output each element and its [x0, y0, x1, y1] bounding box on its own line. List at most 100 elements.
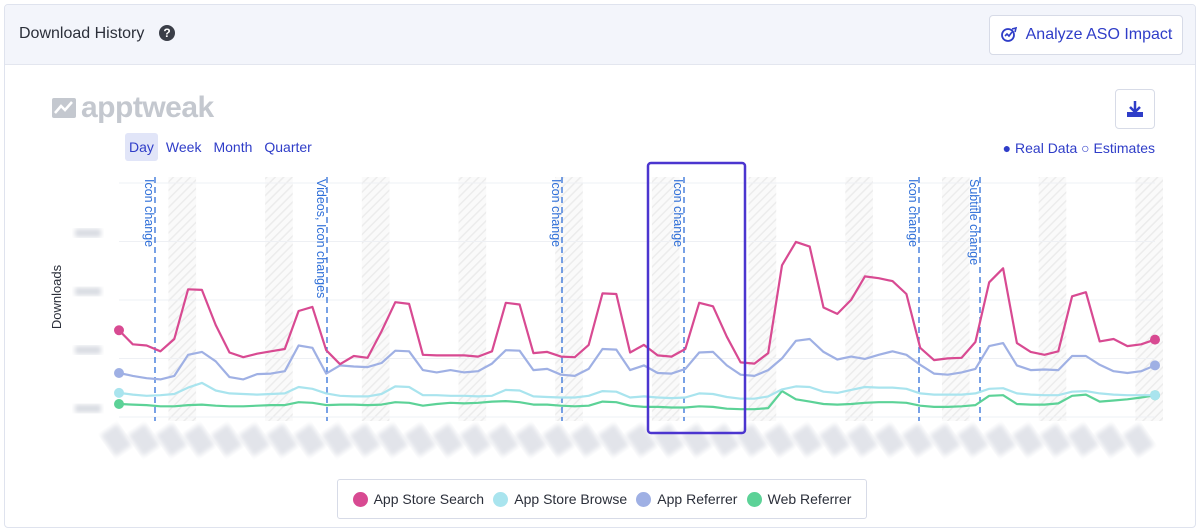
apptweak-logo: apptweak [51, 91, 214, 125]
series-point [1150, 390, 1160, 401]
legend-app-referrer[interactable]: App Referrer [636, 491, 737, 507]
event-annotation: Icon change [906, 179, 920, 247]
tab-week[interactable]: Week [165, 139, 202, 155]
weekend-band [265, 177, 293, 421]
event-annotation: Icon change [549, 179, 563, 247]
y-axis-label: Downloads [49, 264, 64, 329]
legend-dot [636, 491, 652, 507]
logo-text: apptweak [81, 91, 214, 124]
panel-header: Download History ? Analyze ASO Impact [5, 5, 1195, 65]
download-history-panel: Download History ? Analyze ASO Impact ap… [4, 4, 1196, 528]
granularity-tabs: Day Week Month Quarter [125, 133, 316, 161]
highlight-box [646, 161, 747, 435]
blurred-x-tick [432, 423, 464, 457]
estimates-marker: ○ [1081, 140, 1094, 156]
legend-app-store-search[interactable]: App Store Search [352, 491, 485, 507]
blurred-x-tick [542, 423, 574, 457]
event-annotation: Icon change [142, 179, 156, 247]
legend-label: App Referrer [657, 491, 738, 507]
event-annotation: Icon change [671, 179, 685, 247]
blurred-x-tick [1122, 423, 1155, 457]
blurred-x-tick [100, 423, 132, 457]
blurred-x-tick [736, 423, 768, 457]
blurred-y-tick [75, 287, 101, 296]
series-line-app-store-search [118, 240, 1156, 366]
series-point [114, 367, 124, 378]
weekend-band [845, 177, 873, 421]
blurred-y-tick [75, 229, 101, 237]
blurred-x-tick [708, 423, 740, 457]
download-icon [1127, 101, 1143, 117]
blurred-x-tick [155, 423, 188, 457]
question-circle-icon[interactable]: ? [159, 25, 175, 41]
logo-icon [52, 98, 76, 118]
blurred-x-tick [211, 423, 243, 457]
blurred-x-tick [957, 423, 989, 457]
blurred-x-tick [321, 423, 353, 457]
panel-title: Download History [19, 25, 145, 42]
tab-day[interactable]: Day [125, 133, 158, 161]
weekend-band [651, 177, 680, 421]
weekend-band [748, 177, 777, 421]
series-point [1150, 360, 1160, 371]
blurred-x-tick [294, 423, 326, 457]
blurred-x-tick [128, 423, 160, 457]
series-point [114, 325, 124, 336]
blurred-x-tick [487, 423, 519, 457]
blurred-x-tick [459, 423, 492, 457]
blurred-x-tick [929, 423, 961, 457]
weekend-band [555, 177, 583, 421]
legend-dot [352, 491, 368, 507]
blurred-x-tick [984, 423, 1016, 457]
weekend-band [941, 177, 970, 421]
blurred-x-tick [570, 423, 602, 457]
blurred-x-tick [763, 423, 795, 457]
analyze-aso-impact-label: Analyze ASO Impact [1025, 26, 1173, 43]
legend-web-referrer[interactable]: Web Referrer [746, 491, 852, 507]
data-type-legend: ● Real Data ○ Estimates [1003, 140, 1155, 156]
real-data-label: Real Data [1015, 140, 1078, 156]
blurred-x-tick [874, 423, 906, 457]
blurred-x-tick [791, 423, 823, 457]
weekend-band [458, 177, 487, 421]
export-download-button[interactable] [1115, 89, 1155, 129]
blurred-x-tick [376, 423, 409, 457]
series-legend: App Store Search App Store Browse App Refe… [337, 479, 867, 519]
event-annotation: Subtitle change [967, 179, 981, 265]
blurred-x-tick [818, 423, 851, 457]
series-line-app-referrer [118, 337, 1156, 381]
weekend-band [1038, 177, 1067, 421]
blurred-x-tick [183, 423, 215, 457]
estimates-label: Estimates [1093, 140, 1155, 156]
series-line-web-referrer [118, 390, 1156, 411]
real-data-marker: ● [1002, 140, 1016, 156]
blurred-x-tick [846, 423, 878, 457]
blurred-x-tick [625, 423, 657, 457]
series-point [114, 387, 124, 398]
blurred-x-tick [1067, 423, 1099, 457]
tab-quarter[interactable]: Quarter [264, 139, 312, 155]
series-point [1150, 334, 1160, 345]
blurred-y-tick [75, 346, 101, 354]
weekend-band [361, 177, 390, 421]
blurred-x-tick [349, 423, 381, 457]
legend-label: Web Referrer [767, 491, 852, 507]
weekend-band [168, 177, 197, 421]
download-history-chart: Downloads Icon change Videos, Icon changes… [49, 161, 1163, 457]
legend-dot [746, 491, 762, 507]
blurred-x-tick [1095, 423, 1127, 457]
series-line-app-store-browse [118, 381, 1155, 400]
series-point [114, 398, 124, 409]
blurred-x-tick [901, 423, 934, 457]
legend-dot [493, 491, 509, 507]
blurred-x-tick [1039, 423, 1072, 457]
blurred-x-tick [515, 423, 547, 457]
event-annotation: Videos, Icon changes [314, 179, 328, 298]
blurred-x-tick [597, 423, 630, 457]
blurred-x-tick [1012, 423, 1044, 457]
blurred-x-tick [266, 423, 298, 457]
legend-label: App Store Search [373, 491, 485, 507]
tab-month[interactable]: Month [213, 139, 253, 155]
legend-app-store-browse[interactable]: App Store Browse [493, 491, 627, 507]
analyze-aso-impact-button[interactable]: Analyze ASO Impact [989, 15, 1183, 55]
